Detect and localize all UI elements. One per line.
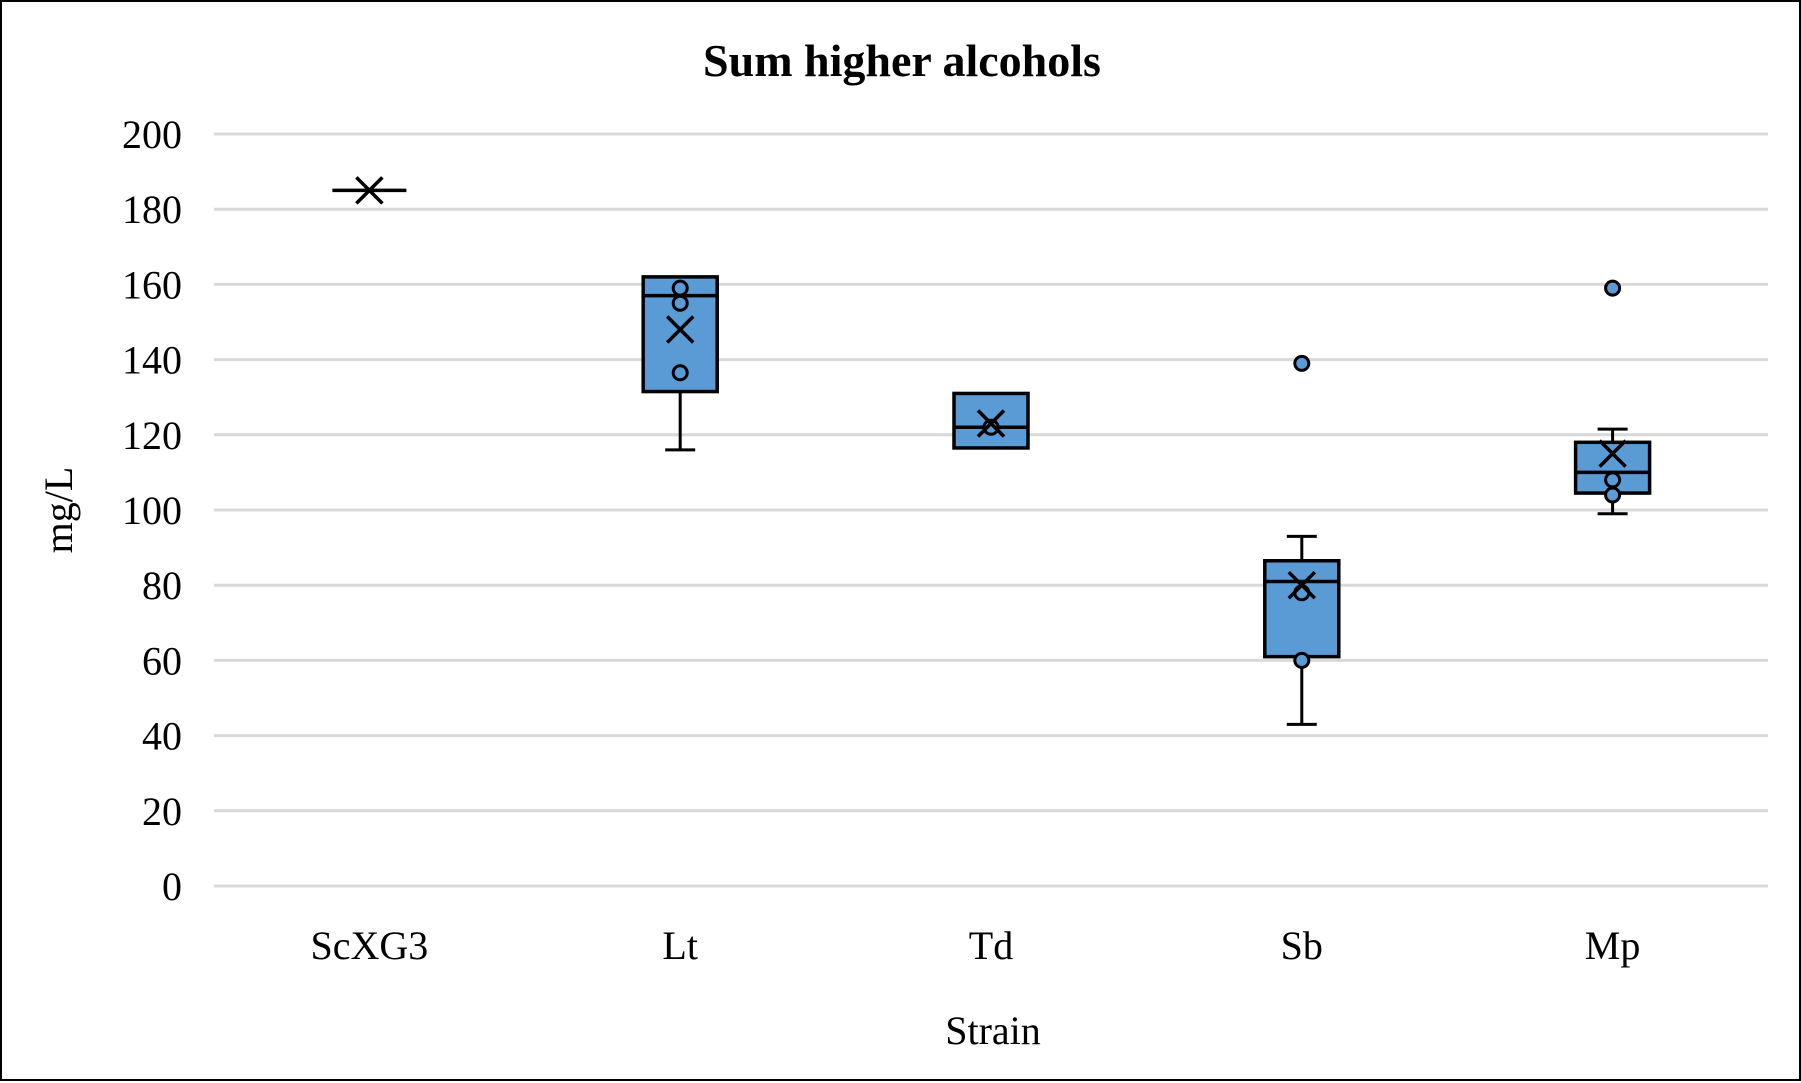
mean-marker: [665, 315, 695, 344]
mean-marker-stroke: [355, 176, 384, 205]
mean-marker: [1598, 439, 1627, 468]
mean-marker: [1287, 570, 1317, 600]
y-tick-label: 200: [122, 112, 182, 157]
data-point: [982, 418, 1000, 436]
x-tick-label: Sb: [1281, 923, 1323, 968]
x-tick-label: Lt: [662, 923, 698, 968]
y-tick-label: 0: [162, 864, 182, 909]
box-Lt: [641, 275, 719, 452]
data-point: [671, 364, 689, 382]
chart-title: Sum higher alcohols: [703, 35, 1101, 86]
mean-marker: [355, 176, 384, 205]
y-tick-label: 20: [142, 789, 182, 834]
x-axis-title: Strain: [945, 1008, 1041, 1053]
mean-marker-stroke: [976, 409, 1006, 438]
x-tick-label: ScXG3: [311, 923, 429, 968]
data-point: [1604, 486, 1622, 504]
data-point: [1293, 651, 1311, 669]
y-tick-label: 120: [122, 413, 182, 458]
y-tick-label: 160: [122, 262, 182, 307]
box-Mp: [1573, 279, 1652, 516]
data-point: [671, 294, 689, 312]
box-Sb: [1263, 354, 1341, 726]
y-tick-label: 40: [142, 714, 182, 759]
mean-marker-stroke: [665, 315, 695, 344]
boxes: [332, 176, 1652, 726]
x-tick-label: Td: [969, 923, 1013, 968]
y-tick-label: 80: [142, 563, 182, 608]
data-point: [671, 279, 689, 297]
x-tick-label: Mp: [1585, 923, 1641, 968]
gridlines: [214, 132, 1768, 888]
data-point: [1604, 279, 1622, 297]
y-axis-ticks: 0 20 40 60 80 100 120 140 160 180 200: [122, 112, 182, 909]
mean-marker: [976, 409, 1006, 438]
data-point: [1604, 471, 1622, 489]
data-point: [1293, 354, 1311, 372]
y-axis-title: mg/L: [36, 467, 81, 554]
box-Td: [952, 391, 1030, 450]
x-axis-ticks: ScXG3 Lt Td Sb Mp: [311, 923, 1641, 968]
mean-marker-stroke: [1598, 439, 1627, 468]
mean-marker-stroke: [1287, 570, 1317, 600]
y-tick-label: 140: [122, 338, 182, 383]
y-tick-label: 60: [142, 638, 182, 683]
box-ScXG3: [332, 176, 407, 205]
box-body: [1263, 559, 1341, 659]
y-tick-label: 100: [122, 488, 182, 533]
y-tick-label: 180: [122, 187, 182, 232]
